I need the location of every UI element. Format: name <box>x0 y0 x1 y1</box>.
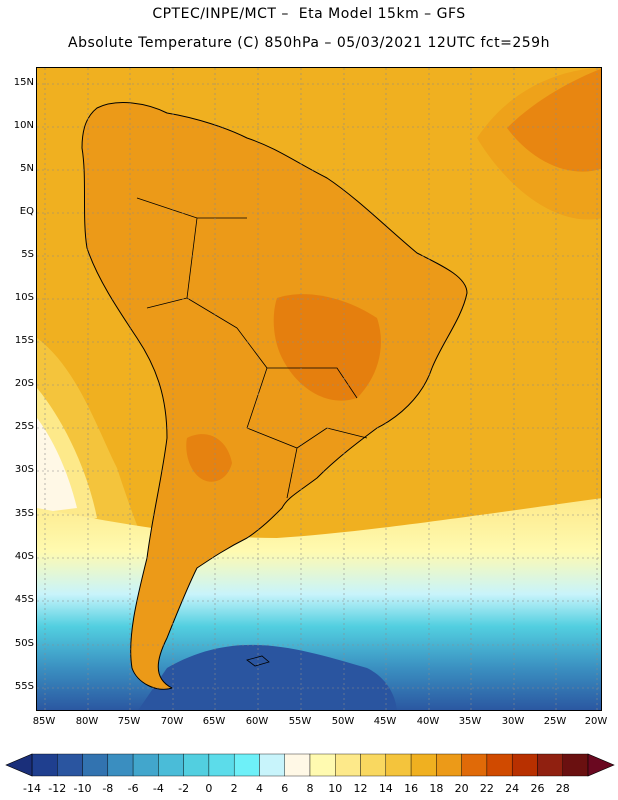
color-scale-box <box>208 753 235 777</box>
color-scale-box <box>410 753 437 777</box>
lat-label-40s: 40S <box>14 551 34 562</box>
lat-label-10n: 10N <box>13 120 34 131</box>
map-title-line1: CPTEC/INPE/MCT – Eta Model 15km – GFS <box>152 6 466 22</box>
color-scale-label: 14 <box>378 782 393 795</box>
color-scale-box <box>233 753 260 777</box>
lat-label-25s: 25S <box>14 421 34 432</box>
lon-label-70w: 70W <box>160 716 184 727</box>
lon-label-45w: 45W <box>373 716 397 727</box>
color-scale-label: 0 <box>205 782 213 795</box>
color-scale-box <box>360 753 387 777</box>
color-scale-label: 28 <box>555 782 570 795</box>
color-scale-high-arrow <box>587 753 615 777</box>
lon-label-80w: 80W <box>75 716 99 727</box>
lat-label-15n: 15N <box>13 77 34 88</box>
lon-label-25w: 25W <box>543 716 567 727</box>
lat-label-5n: 5N <box>20 163 34 174</box>
lat-label-35s: 35S <box>14 508 34 519</box>
color-scale-boxes <box>31 753 589 777</box>
lon-label-55w: 55W <box>288 716 312 727</box>
country-borders <box>136 197 368 499</box>
falkland-islands <box>246 655 270 667</box>
color-scale-label: 22 <box>479 782 494 795</box>
color-scale-box <box>284 753 311 777</box>
lon-label-50w: 50W <box>331 716 355 727</box>
lon-label-40w: 40W <box>416 716 440 727</box>
lon-label-60w: 60W <box>245 716 269 727</box>
lon-label-20w: 20W <box>584 716 608 727</box>
color-scale-box <box>107 753 134 777</box>
color-scale-box <box>436 753 462 777</box>
color-scale-box <box>183 753 210 777</box>
color-scale-box <box>461 753 488 777</box>
color-scale-box <box>158 753 184 777</box>
color-scale-label: 12 <box>353 782 368 795</box>
lon-label-75w: 75W <box>117 716 141 727</box>
interior-hot-core <box>273 294 381 401</box>
lat-label-eq: EQ <box>19 206 34 217</box>
color-scale-label: 26 <box>530 782 545 795</box>
lat-label-50s: 50S <box>14 638 34 649</box>
color-scale-label: -12 <box>48 782 67 795</box>
color-scale-label: 2 <box>230 782 238 795</box>
map-title-line2: Absolute Temperature (C) 850hPa – 05/03/… <box>68 35 550 51</box>
lat-label-30s: 30S <box>14 464 34 475</box>
color-scale-label: 18 <box>429 782 444 795</box>
color-scale-box <box>335 753 361 777</box>
lon-label-30w: 30W <box>501 716 525 727</box>
color-scale-label: -8 <box>102 782 114 795</box>
color-scale-box <box>132 753 159 777</box>
color-scale-low-arrow <box>5 753 33 777</box>
south-deep-cold <box>138 644 397 710</box>
graticule <box>37 68 601 710</box>
color-scale-label: 16 <box>404 782 419 795</box>
color-scale-box <box>385 753 412 777</box>
color-scale-label: 4 <box>255 782 263 795</box>
color-scale-box <box>259 753 285 777</box>
chaco-warm <box>186 434 232 482</box>
color-scale-label: -10 <box>73 782 92 795</box>
map-canvas <box>37 68 601 710</box>
lon-label-65w: 65W <box>202 716 226 727</box>
color-scale-label: 6 <box>281 782 289 795</box>
color-scale-label: -4 <box>152 782 164 795</box>
color-scale-label: 20 <box>454 782 469 795</box>
color-scale-label: 10 <box>328 782 343 795</box>
color-scale-box <box>486 753 513 777</box>
color-scale-label: 8 <box>306 782 314 795</box>
color-scale-box <box>82 753 109 777</box>
color-scale-box <box>31 753 58 777</box>
lon-label-85w: 85W <box>32 716 56 727</box>
pacific-pale-band <box>37 418 77 513</box>
lat-label-45s: 45S <box>14 594 34 605</box>
color-scale-bar <box>5 753 615 777</box>
ne-warm-halo <box>477 68 601 220</box>
color-scale-label: -14 <box>23 782 41 795</box>
lat-label-20s: 20S <box>14 378 34 389</box>
lon-label-35w: 35W <box>458 716 482 727</box>
south-america-land <box>81 102 468 690</box>
color-scale-box <box>57 753 83 777</box>
lat-label-5s: 5S <box>21 249 34 260</box>
color-scale-box <box>309 753 336 777</box>
lat-label-15s: 15S <box>14 335 34 346</box>
color-scale-box <box>537 753 563 777</box>
color-scale-label: 24 <box>505 782 520 795</box>
color-scale-box <box>511 753 538 777</box>
lat-label-10s: 10S <box>14 292 34 303</box>
color-scale-box <box>562 753 589 777</box>
color-scale-label: -2 <box>178 782 190 795</box>
temperature-map <box>36 67 602 711</box>
lat-label-55s: 55S <box>14 681 34 692</box>
color-scale-label: -6 <box>127 782 139 795</box>
